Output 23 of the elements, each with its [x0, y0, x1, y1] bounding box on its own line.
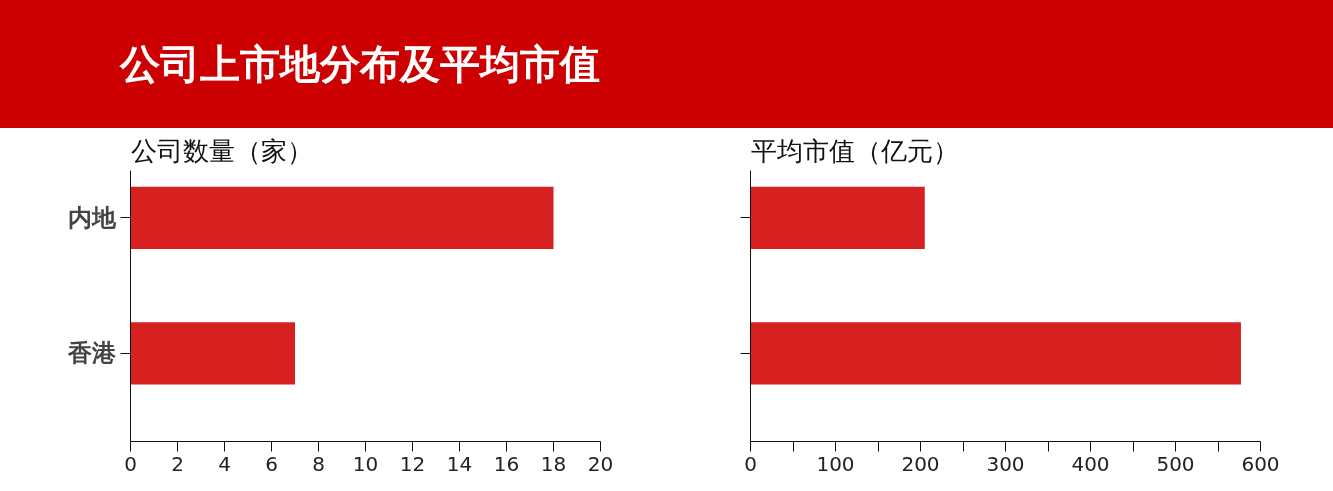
x-tick-label: 0 — [124, 451, 137, 476]
x-tick-label: 6 — [265, 451, 278, 476]
x-tick-label: 0 — [744, 451, 757, 476]
x-tick-label: 8 — [312, 451, 325, 476]
x-tick-label: 16 — [493, 451, 520, 476]
x-tick-label: 600 — [1241, 451, 1280, 476]
x-tick-label: 12 — [399, 451, 426, 476]
chart-subtitle: 公司数量（家） — [130, 135, 313, 166]
x-tick-label: 500 — [1156, 451, 1195, 476]
x-tick-label: 18 — [540, 451, 567, 476]
chart-title: 公司上市地分布及平均市值 — [120, 40, 600, 89]
x-tick-label: 2 — [171, 451, 184, 476]
x-tick-label: 300 — [986, 451, 1025, 476]
x-tick-label: 200 — [901, 451, 940, 476]
x-tick-label: 4 — [218, 451, 231, 476]
x-tick-label: 10 — [352, 451, 379, 476]
x-tick-label: 20 — [587, 451, 614, 476]
x-tick-label: 14 — [446, 451, 473, 476]
chart-subtitle: 平均市值（亿元） — [750, 135, 959, 166]
y-tick-label: 香港 — [66, 339, 117, 368]
x-tick-label: 400 — [1071, 451, 1110, 476]
y-tick-label: 内地 — [67, 203, 117, 232]
x-tick-label: 100 — [816, 451, 855, 476]
